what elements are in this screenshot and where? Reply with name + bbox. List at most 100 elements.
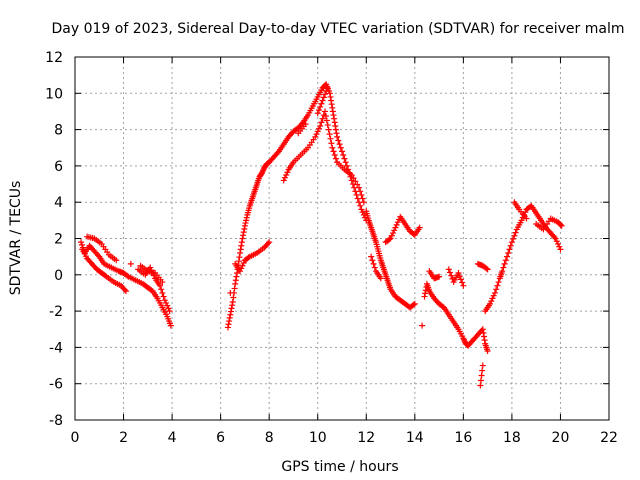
data-point [240, 232, 247, 239]
data-point [322, 108, 329, 115]
data-point [264, 240, 271, 247]
data-point [113, 257, 120, 264]
data-point [510, 235, 517, 242]
data-point [394, 219, 401, 226]
x-tick-label: 20 [552, 430, 570, 446]
data-point [370, 260, 377, 267]
data-point [274, 149, 281, 156]
data-point [332, 122, 339, 129]
data-point [328, 97, 335, 104]
data-point [416, 224, 423, 231]
data-point [354, 181, 361, 188]
data-point [512, 229, 519, 236]
data-point [313, 131, 320, 138]
data-point [327, 93, 334, 100]
data-point [241, 225, 248, 232]
data-point [333, 130, 340, 137]
data-point [552, 235, 559, 242]
data-point [323, 117, 330, 124]
data-point [95, 252, 102, 259]
data-point [455, 269, 462, 276]
series-segment-3 [363, 208, 423, 311]
data-point [329, 104, 336, 111]
data-point [314, 110, 321, 117]
data-point [386, 236, 393, 243]
data-point [318, 100, 325, 107]
data-point [156, 282, 163, 289]
x-tick-label: 16 [454, 430, 472, 446]
data-point [242, 220, 249, 227]
data-point [337, 144, 344, 151]
data-point [240, 229, 247, 236]
data-point [387, 235, 394, 242]
data-point [445, 266, 452, 273]
data-point [508, 239, 515, 246]
data-point [237, 268, 244, 275]
data-point [358, 191, 365, 198]
x-tick-label: 0 [71, 430, 80, 446]
data-point [459, 279, 466, 286]
data-point [237, 250, 244, 257]
data-point [235, 258, 242, 265]
data-point [317, 103, 324, 110]
data-point [495, 279, 502, 286]
x-tick-label: 14 [406, 430, 424, 446]
data-point [456, 273, 463, 280]
data-point [352, 178, 359, 185]
y-tick-label: 10 [45, 86, 63, 102]
data-point [320, 94, 327, 101]
data-point [234, 269, 241, 276]
x-tick-label: 8 [265, 430, 274, 446]
data-point [521, 211, 528, 218]
data-point [558, 222, 565, 229]
data-point [159, 279, 166, 286]
data-point [315, 107, 322, 114]
data-point [505, 250, 512, 257]
data-point [491, 289, 498, 296]
data-point [165, 305, 172, 312]
series-segment-1 [78, 233, 174, 329]
data-point [556, 243, 563, 250]
data-point [457, 276, 464, 283]
data-point [447, 269, 454, 276]
data-point [331, 119, 338, 126]
data-point [489, 295, 496, 302]
data-point [484, 266, 491, 273]
y-tick-label: -2 [49, 304, 63, 320]
data-point [479, 362, 486, 369]
y-tick-label: 12 [45, 50, 63, 66]
data-point [245, 254, 252, 261]
data-point [158, 286, 165, 293]
data-point [330, 148, 337, 155]
data-point [480, 333, 487, 340]
data-point [228, 305, 235, 312]
x-tick-label: 4 [168, 430, 177, 446]
series-segment-4 [419, 199, 565, 389]
data-point [318, 119, 325, 126]
data-point [391, 227, 398, 234]
data-point [460, 282, 467, 289]
data-point [166, 308, 173, 315]
y-tick-label: 8 [54, 123, 63, 139]
data-point [164, 302, 171, 309]
data-point [127, 260, 134, 267]
y-tick-label: -6 [49, 377, 63, 393]
data-point [483, 265, 490, 272]
data-point [239, 262, 246, 269]
data-point [332, 155, 339, 162]
y-tick-label: 4 [54, 195, 63, 211]
data-point [239, 235, 246, 242]
data-point [493, 286, 500, 293]
y-tick-label: 0 [54, 268, 63, 284]
data-point [237, 246, 244, 253]
x-axis-label: GPS time / hours [281, 459, 398, 475]
data-point [500, 264, 507, 271]
data-point [448, 272, 455, 279]
data-point [479, 367, 486, 374]
data-point [324, 122, 331, 129]
data-point [358, 206, 365, 213]
data-point [555, 240, 562, 247]
data-point [334, 133, 341, 140]
data-point [477, 377, 484, 384]
data-point [226, 314, 233, 321]
